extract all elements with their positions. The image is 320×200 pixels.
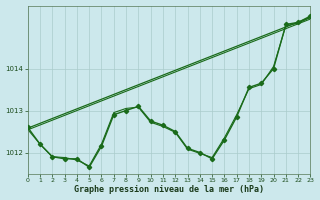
X-axis label: Graphe pression niveau de la mer (hPa): Graphe pression niveau de la mer (hPa): [74, 185, 264, 194]
